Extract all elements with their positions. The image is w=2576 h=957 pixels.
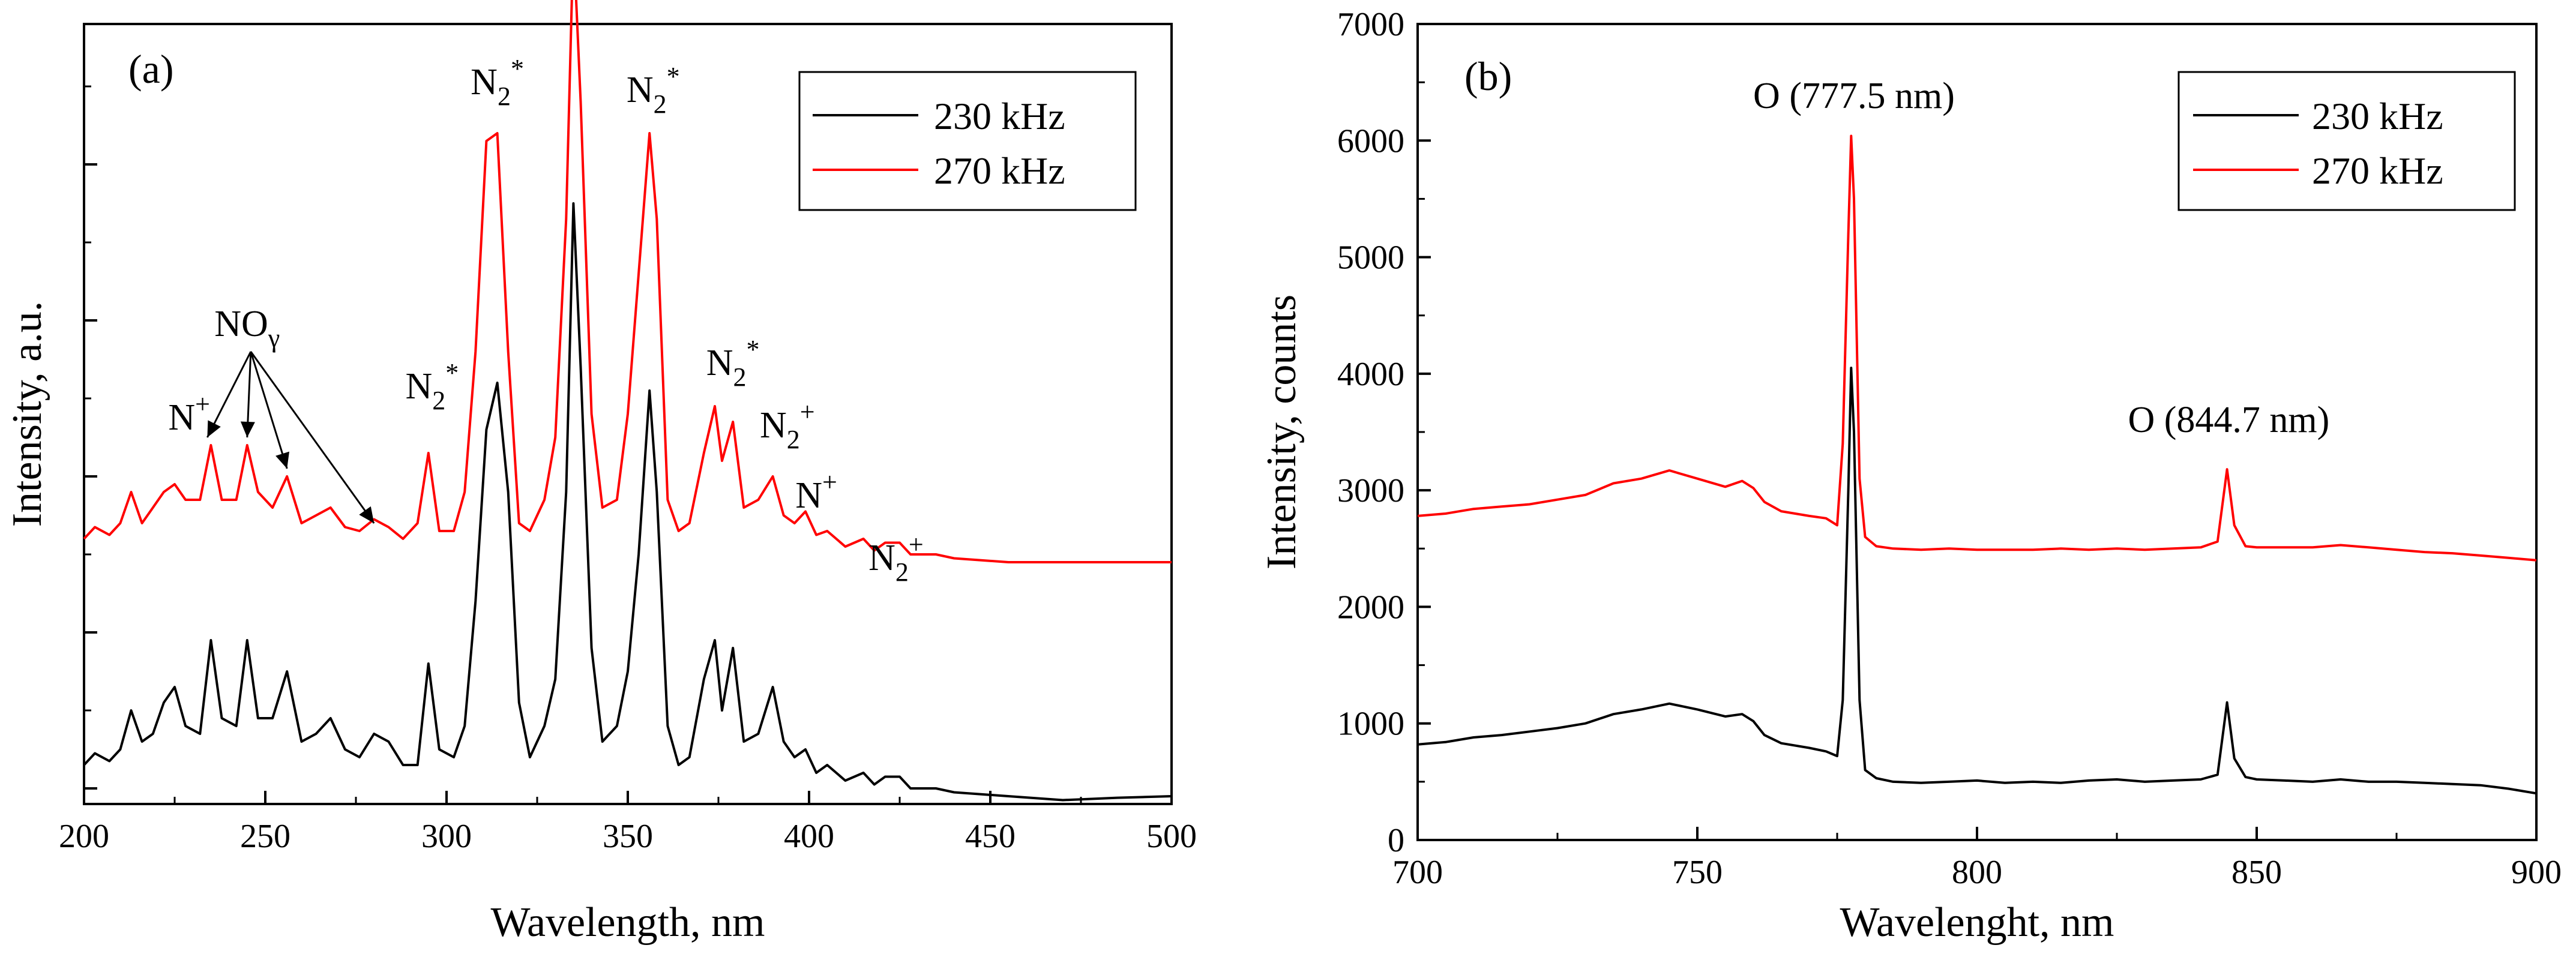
x-tick-label: 250	[240, 818, 290, 855]
peak-annotation: N2+	[868, 530, 924, 587]
arrow-line	[250, 351, 375, 524]
legend-label-230-b: 230 kHz	[2312, 95, 2443, 137]
arrow-head	[240, 421, 255, 437]
arrows-a	[206, 351, 375, 524]
series-line-230-khz	[83, 202, 1172, 802]
peak-annotation: N2+	[760, 397, 815, 454]
x-axis-ticks-b: 700 750 800 850 900	[1392, 827, 2562, 891]
x-tick-label: 700	[1392, 854, 1443, 891]
y-tick-label: 3000	[1337, 472, 1404, 509]
y-tick-label: 4000	[1337, 356, 1404, 393]
peak-annotation: N+	[168, 389, 210, 438]
series-line-230-khz	[1417, 367, 2537, 795]
legend-box-b	[2177, 71, 2516, 211]
arrow-head	[275, 451, 289, 469]
peak-annotation: N+	[795, 467, 837, 516]
annotations-b: O (777.5 nm) O (844.7 nm)	[1753, 76, 2329, 440]
legend-a: 230 kHz 270 kHz	[798, 71, 1137, 211]
y-tick-label: 7000	[1337, 6, 1404, 43]
x-axis-label-a: Wavelength, nm	[490, 899, 765, 946]
x-axis-ticks-a: 200 250 300 350 400 450 500	[59, 791, 1197, 855]
x-tick-label: 200	[59, 818, 109, 855]
y-tick-label: 5000	[1337, 239, 1404, 277]
peak-annotation: O (844.7 nm)	[2128, 400, 2330, 440]
annotations-a: N2*N2*N2*N2*N2*N2+N2+N+N+NOγ	[168, 54, 924, 587]
x-tick-label: 900	[2511, 854, 2562, 891]
peak-annotation: O (777.5 nm)	[1753, 76, 1955, 116]
series-group-a	[83, 0, 1172, 802]
y-axis-ticks-a	[84, 85, 97, 790]
y-tick-label: 2000	[1337, 589, 1404, 626]
panel-b: 700 750 800 850 900 0 1000 2000 3000 4000 5000 600…	[1259, 6, 2562, 946]
y-axis-ticks-b: 0 1000 2000 3000 4000 5000 6000 7000	[1337, 6, 1431, 859]
peak-annotation: N2*	[627, 62, 680, 119]
y-tick-label: 1000	[1337, 706, 1404, 743]
x-tick-label: 300	[421, 818, 472, 855]
x-axis-label-b: Wavelenght, nm	[1840, 899, 2114, 946]
y-axis-label-b: Intensity, counts	[1259, 295, 1305, 569]
arrow-head	[359, 506, 375, 523]
legend-label-230-a: 230 kHz	[934, 95, 1065, 137]
arrow-line	[206, 351, 252, 438]
arrow-line	[250, 351, 288, 469]
x-tick-label: 500	[1146, 818, 1197, 855]
panel-label-a: (a)	[128, 46, 173, 92]
series-line-270-khz	[83, 0, 1172, 563]
x-tick-label: 800	[1952, 854, 2002, 891]
x-tick-label: 750	[1672, 854, 1723, 891]
y-axis-label-a: Intensity, a.u.	[4, 301, 50, 527]
arrow-head	[207, 420, 221, 437]
peak-annotation: N2*	[706, 335, 760, 392]
peak-annotation: N2*	[405, 358, 459, 415]
legend-label-270-b: 270 kHz	[2312, 149, 2443, 192]
y-tick-label: 0	[1388, 822, 1404, 859]
panel-label-b: (b)	[1464, 53, 1512, 99]
series-line-270-khz	[1417, 134, 2537, 562]
x-tick-label: 350	[603, 818, 653, 855]
legend-label-270-a: 270 kHz	[934, 149, 1065, 192]
peak-annotation: NOγ	[214, 304, 280, 353]
x-tick-label: 450	[965, 818, 1016, 855]
y-tick-label: 6000	[1337, 122, 1404, 160]
peak-annotation: N2*	[471, 54, 524, 111]
legend-box-a	[798, 71, 1137, 211]
x-tick-label: 850	[2231, 854, 2282, 891]
x-tick-label: 400	[784, 818, 834, 855]
series-group-b	[1417, 134, 2537, 795]
legend-b: 230 kHz 270 kHz	[2177, 71, 2516, 211]
